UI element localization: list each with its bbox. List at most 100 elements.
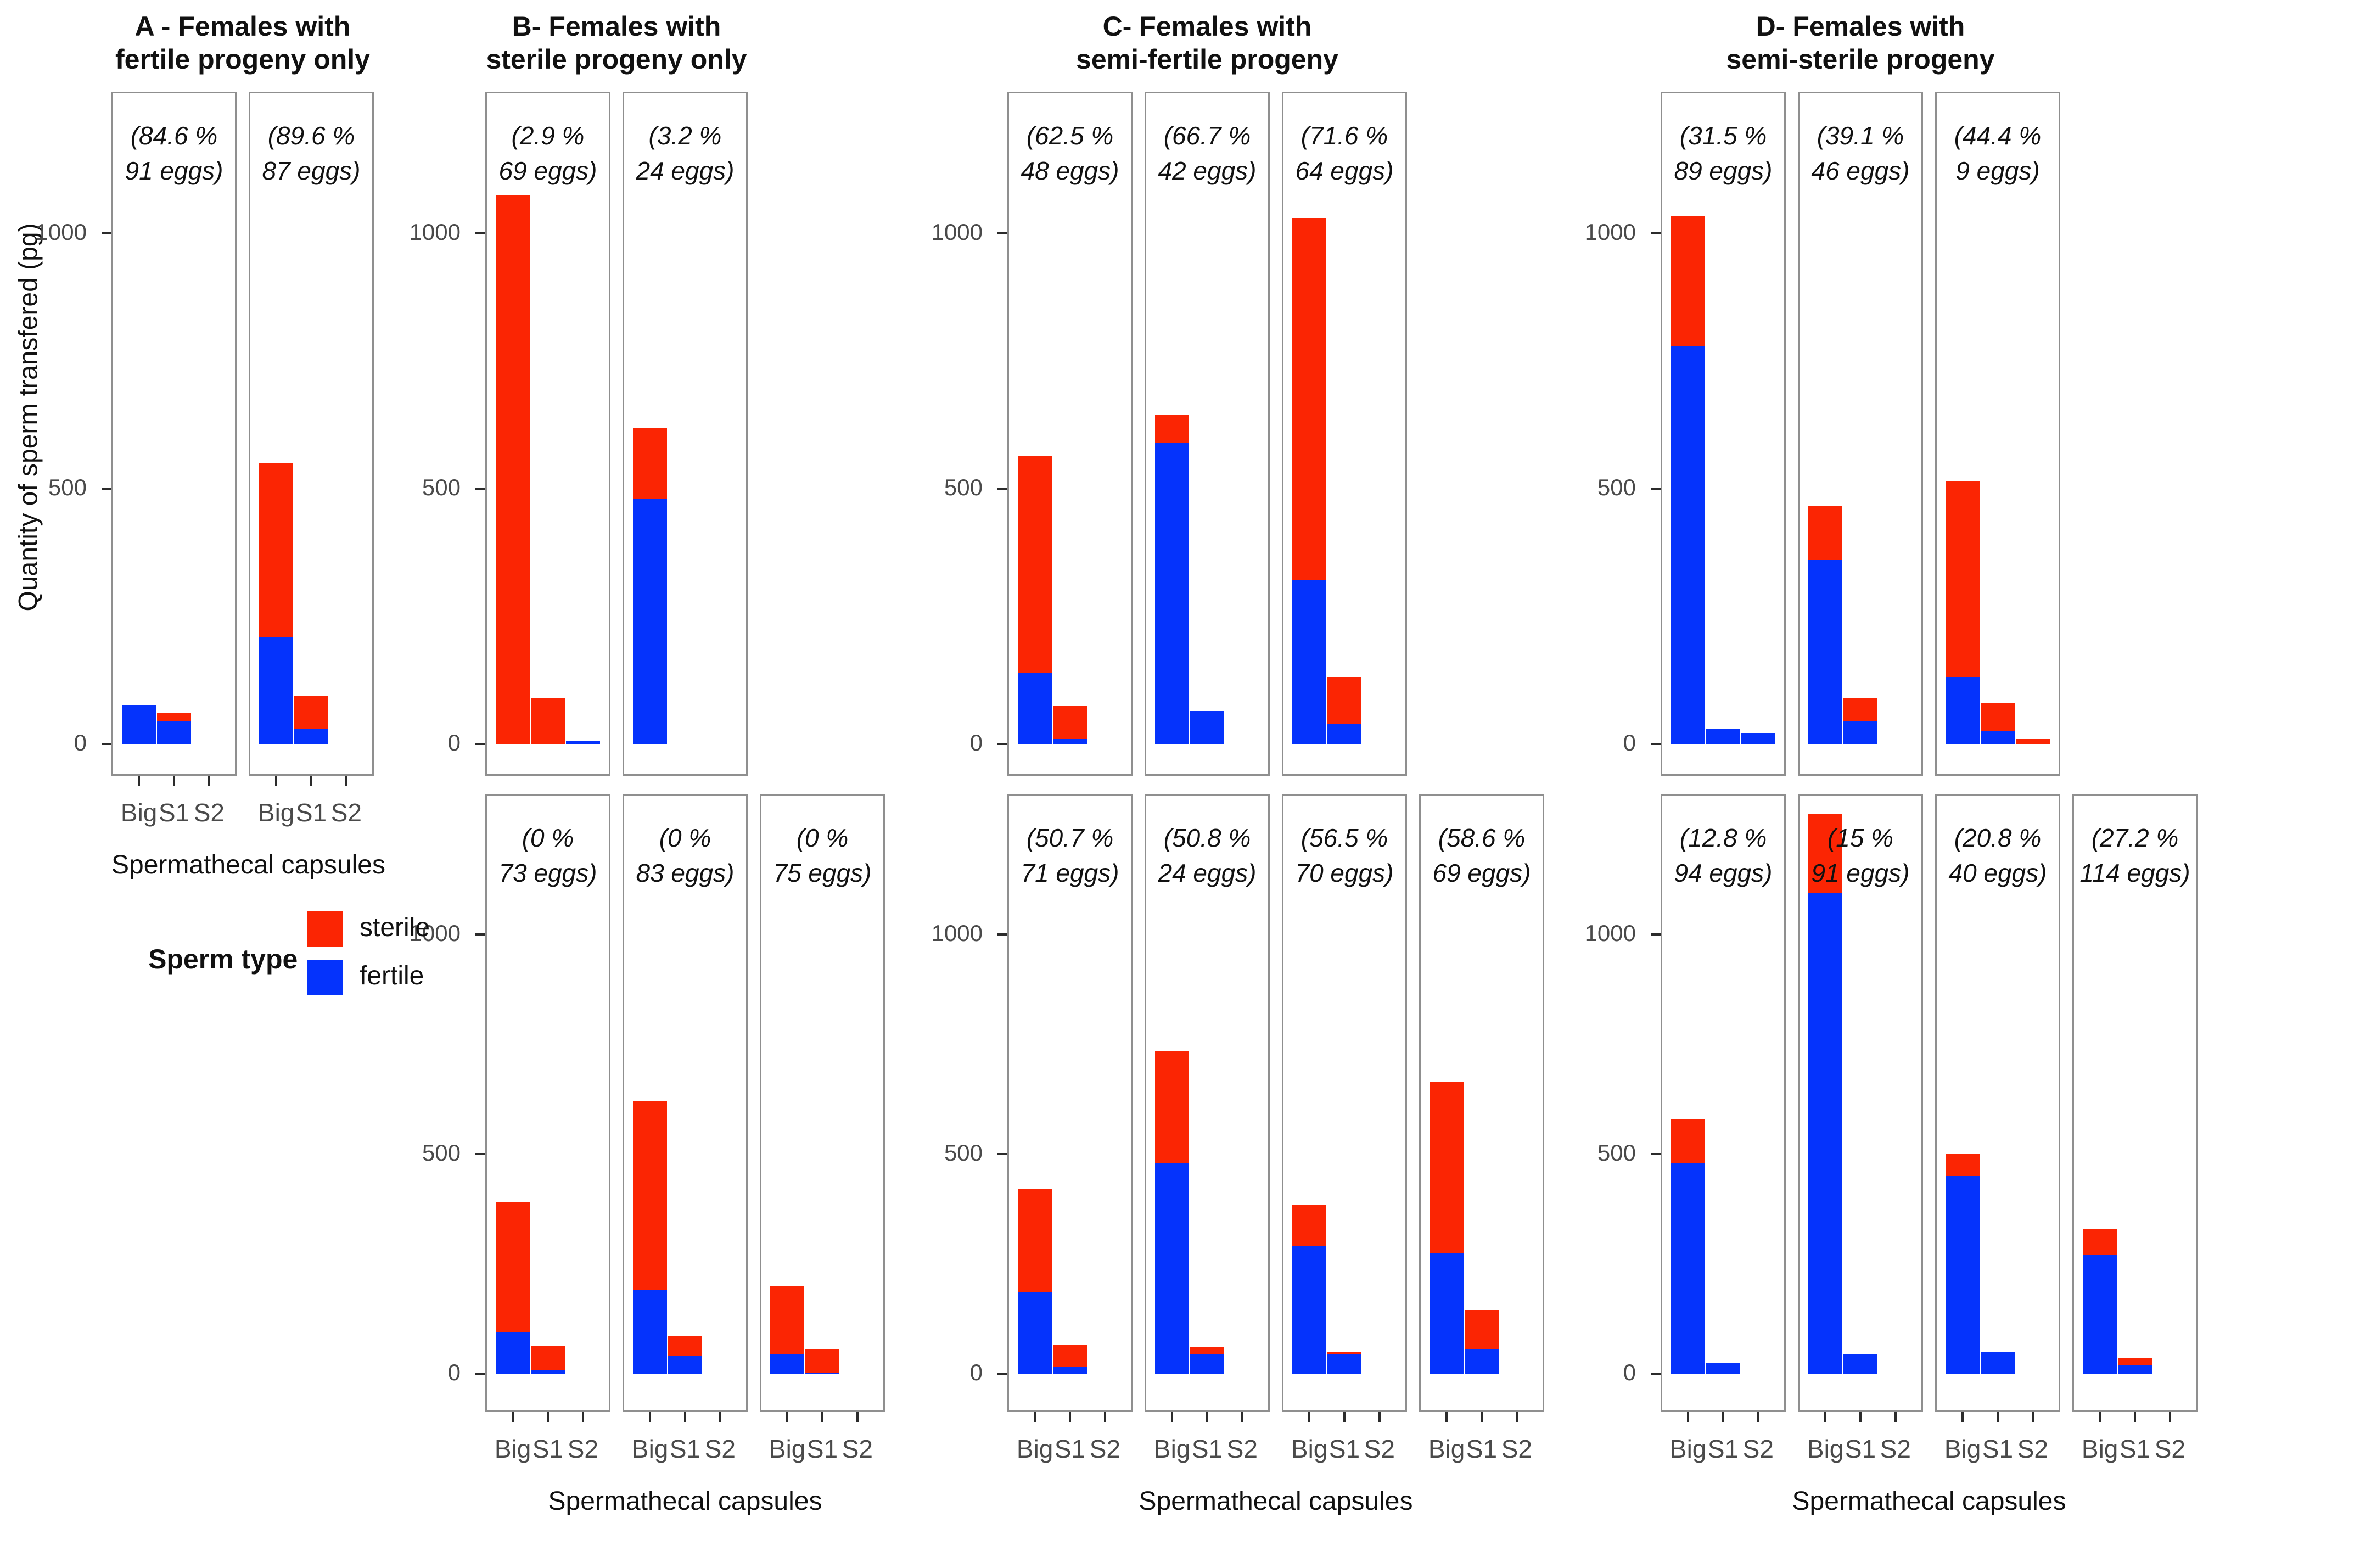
bar-fertile-segment [1155,443,1190,744]
bar-sterile-segment [294,696,328,729]
x-tick-label: S2 [1089,1435,1120,1463]
x-tick-label: Big [1016,1435,1053,1463]
panel-annotation-percent: (31.5 % [1679,121,1767,150]
bar-sterile-segment [633,1101,668,1290]
y-tick-label: 1000 [931,920,983,946]
x-tick-label: S1 [1982,1435,2014,1463]
bar-fertile-segment [633,499,668,744]
bar-fertile-segment [1946,1176,1980,1374]
y-tick-mark [475,933,485,936]
y-tick-label: 0 [969,1359,983,1385]
bar-fertile-segment [1843,721,1877,744]
facet-group-title-line1: A - Females with [134,11,351,42]
bar-fertile-segment [1706,729,1740,744]
bar-sterile-segment [1327,677,1361,724]
bar-fertile-segment [1430,1253,1464,1374]
panel-annotation-eggs: 9 eggs) [1955,156,2040,185]
panel-annotation-eggs: 114 eggs) [2079,859,2190,887]
y-tick-mark [997,933,1007,936]
bar-fertile-segment [668,1356,702,1374]
bar-fertile-segment [1018,673,1052,744]
y-tick-label: 0 [1623,1359,1636,1385]
bar-fertile-segment [1053,739,1087,744]
panel-annotation-percent: (12.8 % [1679,824,1767,852]
panel-annotation-eggs: 48 eggs) [1021,156,1119,185]
x-tick-mark [719,1412,721,1422]
x-tick-mark [1171,1412,1174,1422]
x-tick-label: Big [120,798,158,827]
bar-fertile-segment [259,637,294,744]
facet-group-title: C- Females with semi-fertile progeny [1007,10,1407,76]
x-tick-label: S1 [1845,1435,1876,1463]
x-tick-mark [1378,1412,1381,1422]
y-tick-mark [1651,743,1661,745]
y-tick-label: 500 [944,1140,983,1166]
bar-fertile-segment [294,729,328,744]
x-axis-title: Spermathecal capsules [1139,1487,1413,1516]
x-tick-label: S1 [532,1435,564,1463]
x-tick-label: S1 [158,798,190,827]
facet-group-title-line2: fertile progeny only [115,44,370,75]
y-tick-label: 0 [447,1359,461,1385]
panel-annotation-percent: (62.5 % [1026,121,1114,150]
x-tick-mark [786,1412,789,1422]
bar-sterile-segment [1018,1189,1052,1292]
bar-fertile-segment [1843,1354,1877,1374]
bar-fertile-segment [1671,346,1706,744]
bar-sterile-segment [496,195,530,744]
facet-group-title: D- Females with semi-sterile progeny [1661,10,2060,76]
panel-annotation-percent: (39.1 % [1817,121,1904,150]
panel-annotation-percent: (3.2 % [648,121,722,150]
bar-fertile-segment [122,705,156,744]
x-tick-mark [1308,1412,1311,1422]
y-tick-mark [997,1373,1007,1375]
y-tick-mark [1651,1153,1661,1155]
y-tick-mark [1651,488,1661,490]
bar-sterile-segment [1018,456,1052,673]
y-tick-label: 1000 [931,219,983,245]
y-tick-label: 500 [422,1140,461,1166]
panel [1661,794,1786,1412]
bar-fertile-segment [1981,731,2015,744]
panel-annotation-eggs: 46 eggs) [1811,156,1910,185]
y-tick-label: 1000 [409,219,461,245]
x-tick-mark [512,1412,514,1422]
legend-swatch-sterile [307,911,343,947]
x-tick-mark [1515,1412,1518,1422]
panel-annotation: (71.6 % 64 eggs) [1282,118,1407,188]
x-tick-label: Big [1807,1435,1844,1463]
x-tick-mark [2099,1412,2101,1422]
y-tick-label: 500 [422,474,461,500]
y-tick-label: 0 [74,730,87,755]
bar-sterile-segment [1946,481,1980,677]
x-tick-mark [2031,1412,2034,1422]
facet-group-title: A - Females with fertile progeny only [111,10,374,76]
x-axis-title: Spermathecal capsules [548,1487,822,1516]
bar-sterile-segment [633,428,668,499]
x-tick-mark [1961,1412,1964,1422]
x-tick-label: Big [494,1435,531,1463]
panel-annotation-percent: (44.4 % [1954,121,2042,150]
panel-annotation-percent: (27.2 % [2091,824,2179,852]
bar-sterile-segment [1465,1310,1499,1349]
facet-group-title-line2: sterile progeny only [486,44,747,75]
x-tick-mark [1859,1412,1862,1422]
x-tick-mark [581,1412,584,1422]
bar-fertile-segment [1292,580,1327,744]
x-tick-mark [1722,1412,1724,1422]
bar-fertile-segment [1946,677,1980,744]
bar-sterile-segment [1327,1352,1361,1354]
panel-annotation: (3.2 % 24 eggs) [623,118,748,188]
x-tick-label: Big [1291,1435,1328,1463]
x-tick-mark [1034,1412,1036,1422]
panel-annotation-eggs: 94 eggs) [1674,859,1773,887]
x-tick-mark [1687,1412,1690,1422]
panel-annotation-percent: (66.7 % [1163,121,1251,150]
x-tick-label: S1 [2119,1435,2151,1463]
bar-sterile-segment [1843,698,1877,721]
bar-sterile-segment [1430,1082,1464,1253]
panel-annotation-percent: (0 % [796,824,849,852]
bar-fertile-segment [2118,1365,2152,1374]
x-tick-mark [1206,1412,1208,1422]
bar-sterile-segment [770,1286,805,1354]
